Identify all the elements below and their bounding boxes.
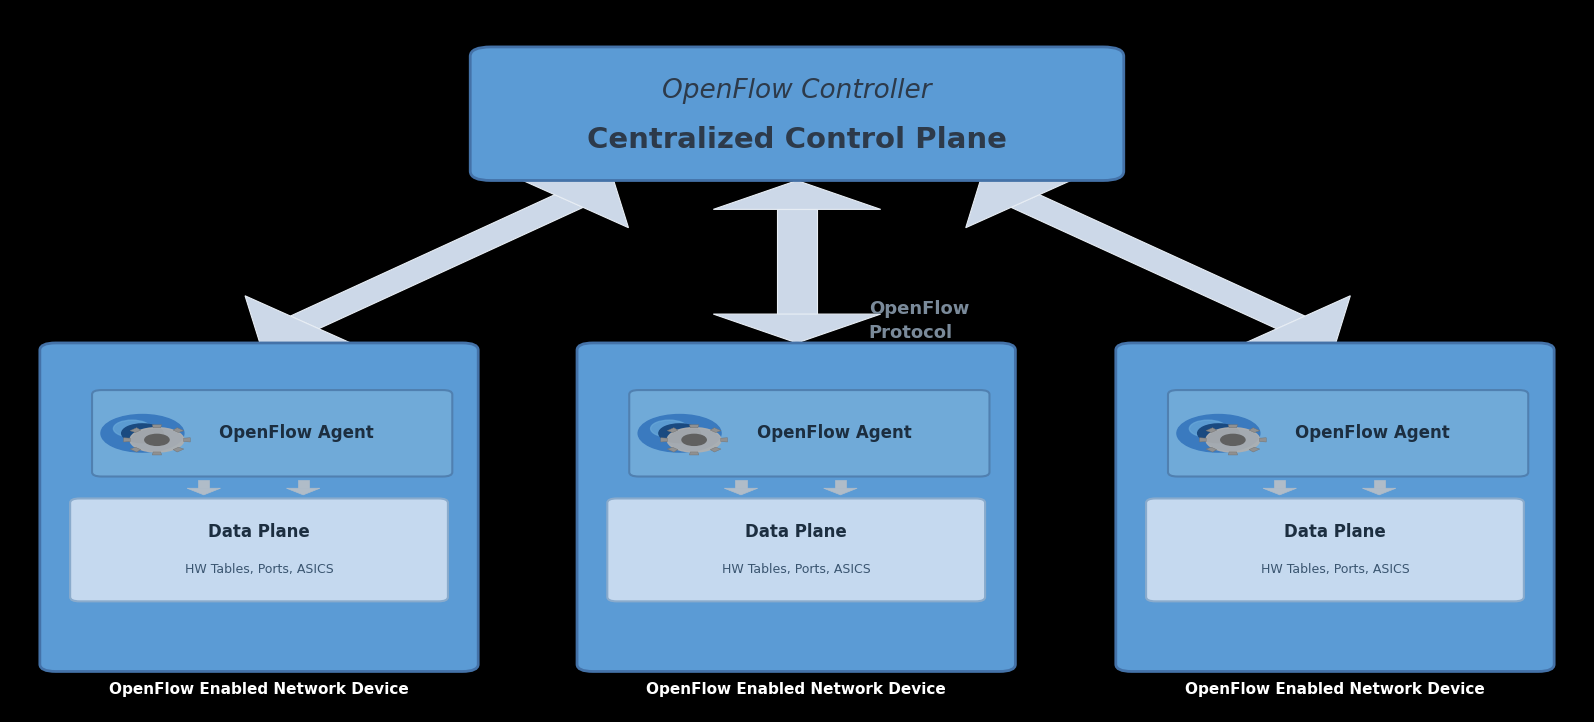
Polygon shape [131, 427, 140, 432]
Circle shape [1207, 427, 1259, 452]
Circle shape [121, 424, 163, 443]
Polygon shape [1229, 452, 1237, 455]
Polygon shape [510, 175, 628, 227]
Text: OpenFlow Agent: OpenFlow Agent [757, 425, 912, 443]
Polygon shape [1207, 447, 1216, 452]
Polygon shape [174, 427, 183, 432]
Polygon shape [124, 438, 131, 442]
Polygon shape [711, 447, 720, 452]
Polygon shape [1229, 425, 1237, 427]
Polygon shape [287, 488, 320, 495]
Polygon shape [298, 480, 309, 488]
Circle shape [682, 435, 706, 445]
Text: HW Tables, Ports, ASICS: HW Tables, Ports, ASICS [1261, 563, 1409, 576]
Text: Data Plane: Data Plane [746, 523, 846, 542]
Circle shape [650, 420, 689, 437]
Polygon shape [690, 452, 698, 455]
Polygon shape [662, 438, 668, 442]
Polygon shape [186, 488, 220, 495]
Circle shape [1221, 435, 1245, 445]
Polygon shape [735, 480, 746, 488]
Circle shape [145, 435, 169, 445]
Polygon shape [245, 296, 363, 349]
Circle shape [113, 420, 151, 437]
Polygon shape [1011, 195, 1305, 329]
Circle shape [131, 427, 183, 452]
Polygon shape [290, 195, 583, 329]
FancyBboxPatch shape [577, 343, 1015, 671]
Polygon shape [714, 180, 880, 209]
Text: OpenFlow Agent: OpenFlow Agent [220, 425, 375, 443]
Text: HW Tables, Ports, ASICS: HW Tables, Ports, ASICS [722, 563, 870, 576]
Polygon shape [720, 438, 727, 442]
Polygon shape [668, 447, 677, 452]
Text: OpenFlow Enabled Network Device: OpenFlow Enabled Network Device [108, 682, 410, 697]
Polygon shape [1363, 488, 1396, 495]
Text: OpenFlow
Protocol: OpenFlow Protocol [869, 300, 969, 342]
Polygon shape [724, 488, 757, 495]
Polygon shape [776, 209, 816, 314]
Text: Centralized Control Plane: Centralized Control Plane [587, 126, 1007, 155]
Polygon shape [1250, 427, 1259, 432]
Polygon shape [1374, 480, 1385, 488]
Polygon shape [153, 425, 161, 427]
Polygon shape [1259, 438, 1266, 442]
FancyBboxPatch shape [607, 498, 985, 601]
Text: Data Plane: Data Plane [209, 523, 309, 542]
Polygon shape [835, 480, 846, 488]
Polygon shape [1200, 438, 1207, 442]
Polygon shape [824, 488, 858, 495]
Polygon shape [174, 447, 183, 452]
Polygon shape [198, 480, 209, 488]
Polygon shape [690, 425, 698, 427]
Polygon shape [1274, 480, 1285, 488]
Polygon shape [183, 438, 190, 442]
Text: OpenFlow Enabled Network Device: OpenFlow Enabled Network Device [646, 682, 947, 697]
Polygon shape [714, 314, 880, 343]
Polygon shape [153, 452, 161, 455]
Polygon shape [711, 427, 720, 432]
Text: OpenFlow Enabled Network Device: OpenFlow Enabled Network Device [1184, 682, 1486, 697]
Polygon shape [1250, 447, 1259, 452]
FancyBboxPatch shape [40, 343, 478, 671]
FancyBboxPatch shape [92, 390, 453, 477]
Polygon shape [966, 174, 1084, 227]
Circle shape [658, 424, 700, 443]
Polygon shape [131, 447, 140, 452]
Text: HW Tables, Ports, ASICS: HW Tables, Ports, ASICS [185, 563, 333, 576]
FancyBboxPatch shape [470, 47, 1124, 180]
Polygon shape [1232, 296, 1350, 349]
Circle shape [1189, 420, 1227, 437]
Text: OpenFlow Controller: OpenFlow Controller [662, 78, 932, 104]
FancyBboxPatch shape [1168, 390, 1529, 477]
Circle shape [668, 427, 720, 452]
FancyBboxPatch shape [1116, 343, 1554, 671]
Polygon shape [668, 427, 677, 432]
FancyBboxPatch shape [630, 390, 990, 477]
Circle shape [638, 414, 720, 452]
Text: Data Plane: Data Plane [1285, 523, 1385, 542]
Text: OpenFlow Agent: OpenFlow Agent [1296, 425, 1451, 443]
Circle shape [1176, 414, 1259, 452]
FancyBboxPatch shape [70, 498, 448, 601]
Circle shape [1197, 424, 1239, 443]
Circle shape [100, 414, 183, 452]
FancyBboxPatch shape [1146, 498, 1524, 601]
Polygon shape [1207, 427, 1216, 432]
Polygon shape [1262, 488, 1296, 495]
